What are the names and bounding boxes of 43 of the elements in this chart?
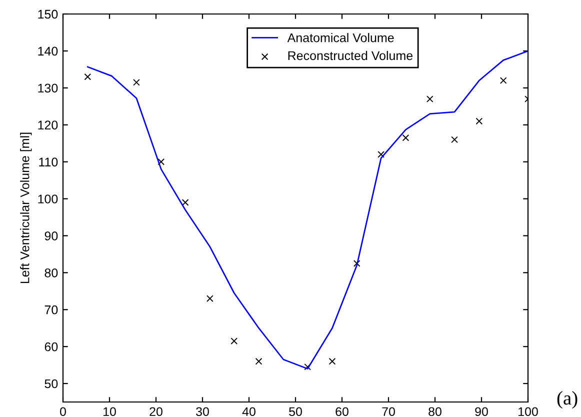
legend-label: Reconstructed Volume [288,50,413,60]
point [206,295,214,302]
point [84,73,92,80]
point [402,134,410,142]
y-tick-label: 120 [38,120,58,130]
x-tick-label: 10 [104,407,116,416]
point [158,158,165,166]
point [255,358,262,365]
point [230,338,238,344]
y-tick-label: 80 [44,268,58,278]
y-tick-label: 130 [38,84,58,93]
point [451,136,458,144]
x-tick-label: 20 [150,407,162,416]
x-tick-label: 90 [475,407,488,416]
point [182,199,189,206]
x-tick-label: 0 [60,407,66,416]
point [328,358,336,365]
y-tick-label: 90 [44,232,58,240]
y-tick-label: 150 [38,10,58,19]
point [426,96,434,102]
x-tick-label: 50 [289,407,302,416]
point [133,78,140,86]
line-series [86,50,528,370]
point [378,150,384,158]
y-tick-label: 60 [44,342,58,352]
y-tick-label: 70 [44,305,58,314]
x-tick-label: 60 [336,407,348,416]
point [304,363,312,370]
y-tick-label: 50 [44,379,58,388]
x-tick-label: 30 [196,407,209,416]
point [353,260,360,267]
y-axis-title: Left Ventricular Volume [ml] [20,132,32,284]
y-tick-label: 140 [38,46,58,56]
y-tick-label: 110 [39,158,58,166]
point [500,77,507,84]
x-tick-label: 80 [428,407,442,416]
x-tick-label: 100 [518,407,538,416]
legend-label: Anatomical Volume [287,33,394,42]
x-tick-label: 40 [242,407,256,416]
text: (a) [557,391,578,409]
y-tick-label: 100 [38,194,58,204]
point [476,118,483,125]
x-tick-label: 70 [382,407,395,416]
